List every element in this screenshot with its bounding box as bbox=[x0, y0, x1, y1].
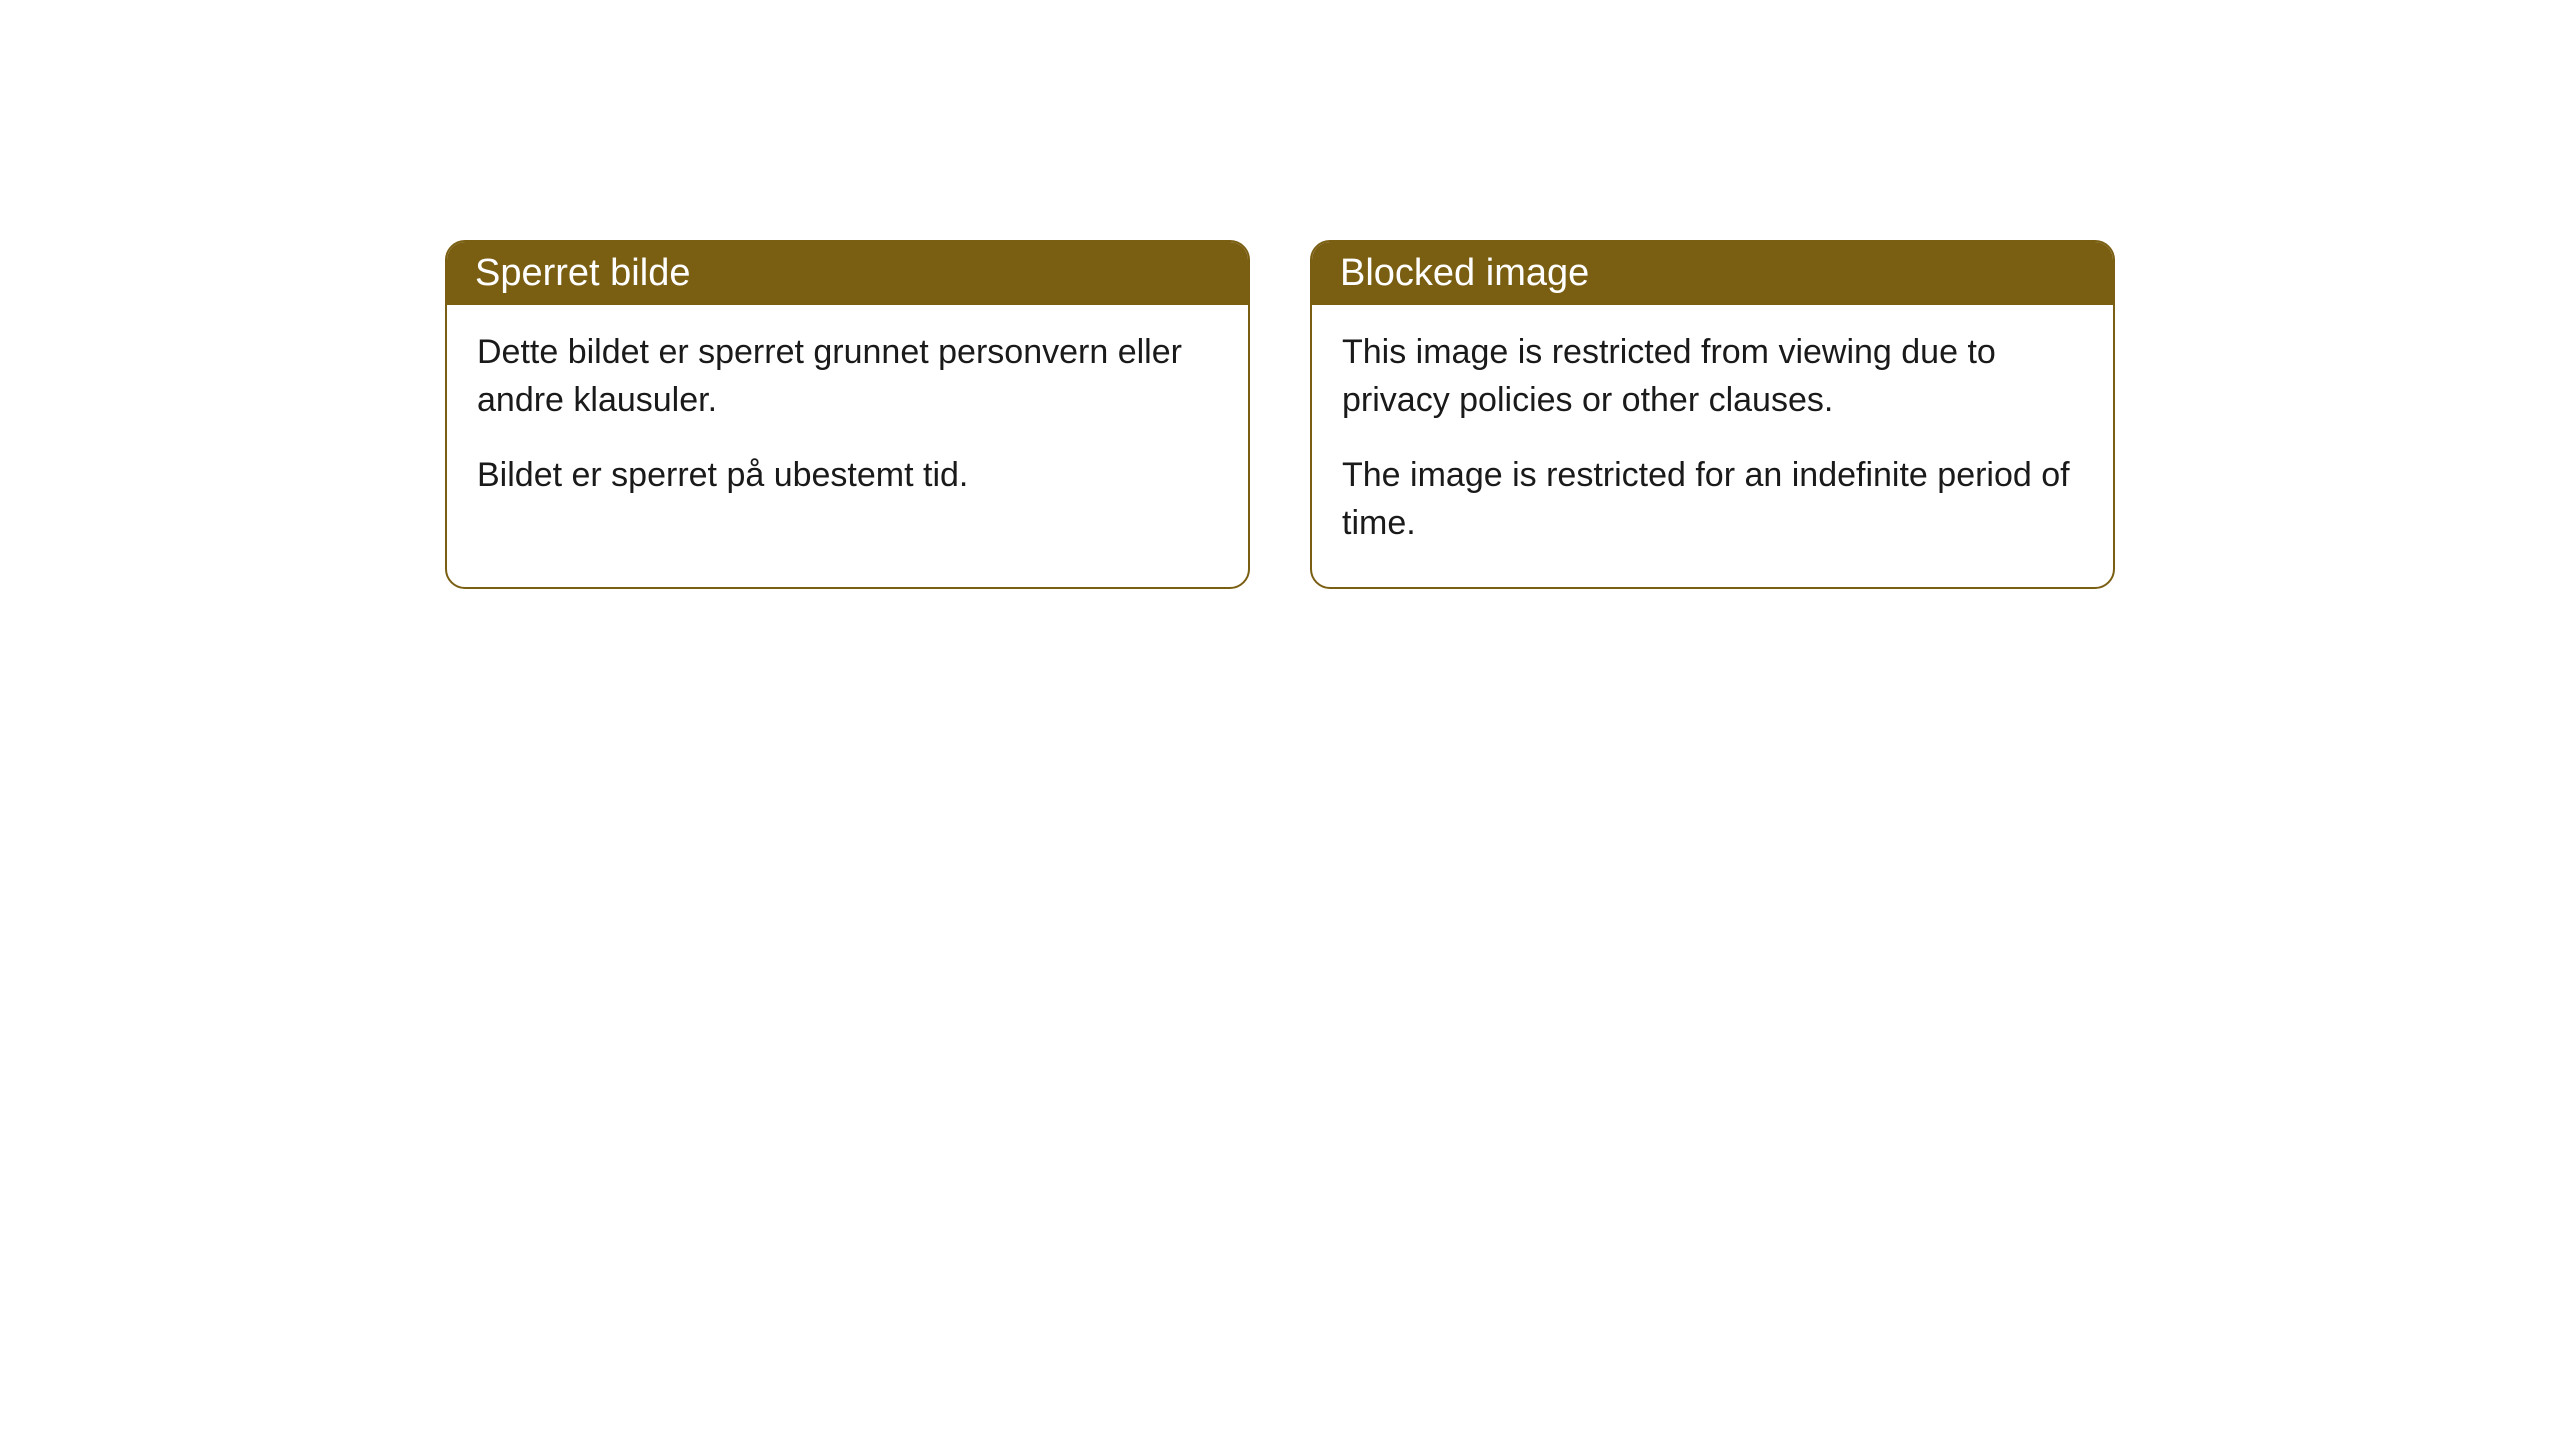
card-paragraph: Dette bildet er sperret grunnet personve… bbox=[477, 329, 1218, 424]
card-paragraph: Bildet er sperret på ubestemt tid. bbox=[477, 452, 1218, 500]
blocked-image-card-norwegian: Sperret bilde Dette bildet er sperret gr… bbox=[445, 240, 1250, 589]
card-paragraph: This image is restricted from viewing du… bbox=[1342, 329, 2083, 424]
card-title: Blocked image bbox=[1340, 252, 1589, 294]
card-header: Sperret bilde bbox=[447, 242, 1248, 305]
card-header: Blocked image bbox=[1312, 242, 2113, 305]
blocked-image-card-english: Blocked image This image is restricted f… bbox=[1310, 240, 2115, 589]
card-body: Dette bildet er sperret grunnet personve… bbox=[447, 305, 1248, 540]
cards-container: Sperret bilde Dette bildet er sperret gr… bbox=[0, 240, 2560, 589]
card-title: Sperret bilde bbox=[475, 252, 690, 294]
card-paragraph: The image is restricted for an indefinit… bbox=[1342, 452, 2083, 547]
card-body: This image is restricted from viewing du… bbox=[1312, 305, 2113, 587]
